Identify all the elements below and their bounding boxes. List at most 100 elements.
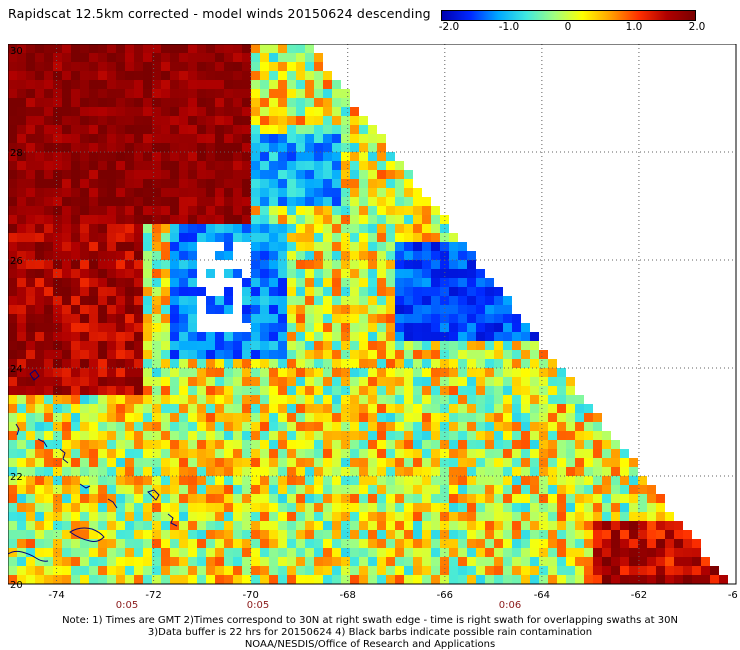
wind-cell xyxy=(314,368,323,377)
wind-cell xyxy=(62,80,71,89)
wind-cell xyxy=(530,476,539,485)
wind-cell xyxy=(98,206,107,215)
wind-cell xyxy=(98,512,107,521)
wind-cell xyxy=(296,71,305,80)
wind-cell xyxy=(350,503,359,512)
wind-cell xyxy=(368,170,377,179)
data-cells xyxy=(8,44,728,584)
wind-cell xyxy=(98,476,107,485)
wind-cell xyxy=(359,206,368,215)
wind-cell xyxy=(260,386,269,395)
wind-cell xyxy=(287,368,296,377)
wind-cell xyxy=(269,134,278,143)
note-line-3: NOAA/NESDIS/Office of Research and Appli… xyxy=(244,639,496,650)
wind-cell xyxy=(107,188,116,197)
wind-cell xyxy=(188,170,197,179)
wind-cell xyxy=(35,242,44,251)
wind-cell xyxy=(215,215,224,224)
wind-cell xyxy=(323,71,332,80)
wind-cell xyxy=(26,440,35,449)
wind-cell xyxy=(269,368,278,377)
wind-cell xyxy=(521,539,530,548)
wind-cell xyxy=(503,323,512,332)
wind-cell xyxy=(305,125,314,134)
wind-cell xyxy=(440,215,449,224)
wind-cell xyxy=(395,413,404,422)
wind-cell xyxy=(260,539,269,548)
wind-cell xyxy=(287,206,296,215)
wind-cell xyxy=(107,557,116,566)
wind-cell xyxy=(134,287,143,296)
wind-cell xyxy=(134,134,143,143)
wind-cell xyxy=(62,197,71,206)
wind-cell xyxy=(557,368,566,377)
wind-cell xyxy=(278,251,287,260)
wind-cell xyxy=(8,80,17,89)
wind-cell xyxy=(206,71,215,80)
wind-cell xyxy=(8,332,17,341)
wind-cell xyxy=(80,539,89,548)
wind-cell xyxy=(179,503,188,512)
wind-cell xyxy=(98,440,107,449)
wind-cell xyxy=(260,242,269,251)
wind-cell xyxy=(26,62,35,71)
wind-cell xyxy=(440,530,449,539)
wind-cell xyxy=(503,467,512,476)
wind-cell xyxy=(458,458,467,467)
wind-cell xyxy=(260,215,269,224)
wind-cell xyxy=(260,134,269,143)
wind-cell xyxy=(26,368,35,377)
wind-cell xyxy=(485,485,494,494)
wind-cell xyxy=(215,503,224,512)
wind-cell xyxy=(80,548,89,557)
wind-cell xyxy=(125,305,134,314)
wind-cell xyxy=(242,134,251,143)
wind-cell xyxy=(35,179,44,188)
wind-cell xyxy=(179,170,188,179)
wind-cell xyxy=(125,539,134,548)
wind-cell xyxy=(287,323,296,332)
wind-cell xyxy=(341,170,350,179)
wind-cell xyxy=(377,458,386,467)
wind-cell xyxy=(287,431,296,440)
wind-cell xyxy=(89,62,98,71)
wind-cell xyxy=(152,134,161,143)
wind-cell xyxy=(233,395,242,404)
wind-cell xyxy=(359,233,368,242)
wind-cell xyxy=(80,341,89,350)
wind-cell xyxy=(287,251,296,260)
wind-cell xyxy=(134,350,143,359)
wind-cell xyxy=(242,431,251,440)
wind-cell xyxy=(314,287,323,296)
wind-cell xyxy=(548,422,557,431)
wind-cell xyxy=(215,413,224,422)
wind-cell xyxy=(449,377,458,386)
wind-cell xyxy=(152,296,161,305)
wind-cell xyxy=(224,512,233,521)
wind-cell xyxy=(8,215,17,224)
wind-cell xyxy=(395,179,404,188)
wind-cell xyxy=(377,575,386,584)
wind-cell xyxy=(8,494,17,503)
wind-cell xyxy=(413,440,422,449)
wind-cell xyxy=(305,215,314,224)
wind-cell xyxy=(179,422,188,431)
wind-cell xyxy=(260,341,269,350)
wind-cell xyxy=(332,530,341,539)
wind-cell xyxy=(485,368,494,377)
wind-cell xyxy=(26,521,35,530)
wind-cell xyxy=(404,494,413,503)
wind-cell xyxy=(323,314,332,323)
wind-cell xyxy=(17,566,26,575)
wind-cell xyxy=(296,557,305,566)
wind-cell xyxy=(44,107,53,116)
wind-cell xyxy=(143,404,152,413)
wind-cell xyxy=(719,575,728,584)
wind-cell xyxy=(332,134,341,143)
wind-cell xyxy=(332,350,341,359)
wind-cell xyxy=(215,575,224,584)
wind-cell xyxy=(278,332,287,341)
wind-cell xyxy=(278,224,287,233)
wind-cell xyxy=(80,71,89,80)
wind-cell xyxy=(332,512,341,521)
